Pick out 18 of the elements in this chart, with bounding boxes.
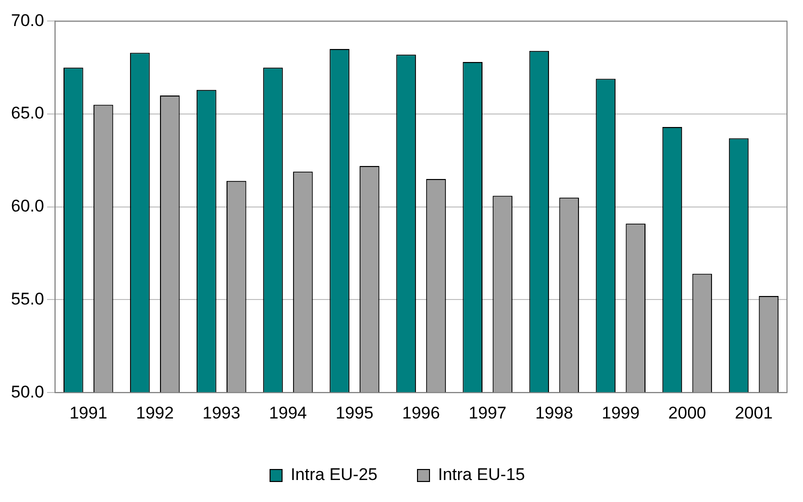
y-tick-label: 70.0	[10, 10, 44, 30]
x-tick-label: 1994	[269, 403, 307, 422]
legend-label: Intra EU-25	[290, 465, 378, 484]
x-tick-label: 1992	[136, 403, 174, 422]
x-tick-label: 1991	[69, 403, 108, 422]
y-tick-label: 65.0	[10, 104, 44, 123]
x-tick-label: 1993	[202, 403, 240, 422]
x-tick-label: 1996	[402, 403, 440, 422]
legend-label: Intra EU-15	[438, 465, 525, 484]
y-tick-label: 55.0	[10, 289, 44, 308]
x-tick-label: 2000	[668, 403, 706, 422]
x-tick-label: 2001	[734, 403, 773, 422]
x-tick-label: 1999	[602, 403, 640, 422]
x-tick-label: 1997	[468, 403, 506, 422]
x-tick-label: 1995	[336, 403, 374, 422]
y-tick-label: 50.0	[10, 382, 44, 402]
x-tick-label: 1998	[535, 403, 574, 422]
y-tick-label: 60.0	[10, 196, 44, 216]
